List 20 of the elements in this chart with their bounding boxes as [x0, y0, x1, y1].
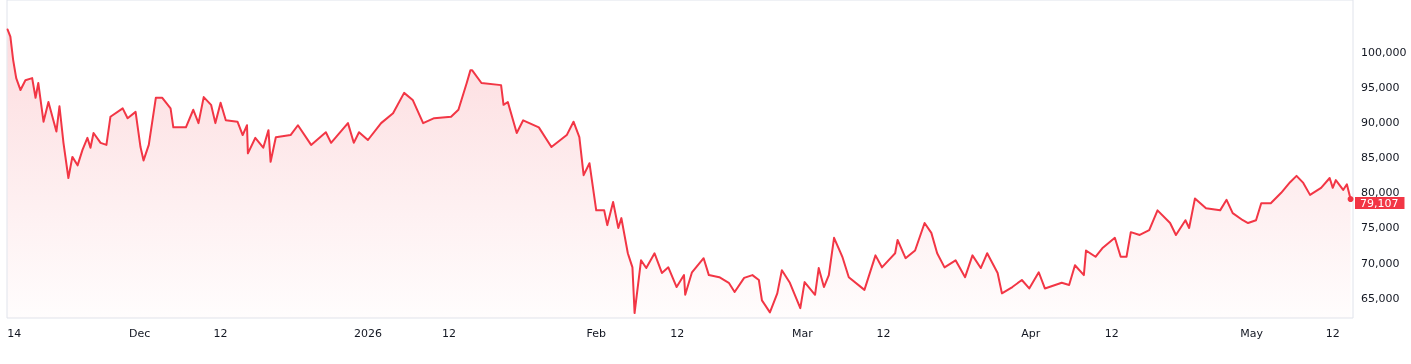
x-tick-label: 12 — [441, 327, 456, 340]
y-tick-label: 85,000 — [1361, 151, 1400, 165]
x-tick-label: 2026 — [353, 327, 382, 340]
x-tick-label: Dec — [128, 327, 151, 340]
x-tick-label: 12 — [213, 327, 228, 340]
y-tick-label: 65,000 — [1361, 291, 1400, 305]
x-tick-label: 14 — [7, 327, 22, 340]
x-tick-label: Feb — [586, 327, 606, 340]
x-tick-label: Apr — [1021, 327, 1041, 340]
y-tick-label: 75,000 — [1361, 221, 1400, 235]
x-tick-label: 12 — [670, 327, 685, 340]
x-tick-label: Mar — [792, 327, 814, 340]
y-tick-label: 70,000 — [1361, 256, 1400, 270]
x-tick-label: 12 — [876, 327, 891, 340]
x-tick-label: 12 — [1104, 327, 1119, 340]
x-tick-label: May — [1240, 327, 1264, 340]
y-tick-label: 100,000 — [1361, 45, 1407, 59]
x-tick-label: 12 — [1325, 327, 1340, 340]
y-tick-label: 95,000 — [1361, 80, 1400, 94]
y-tick-label: 90,000 — [1361, 115, 1400, 129]
